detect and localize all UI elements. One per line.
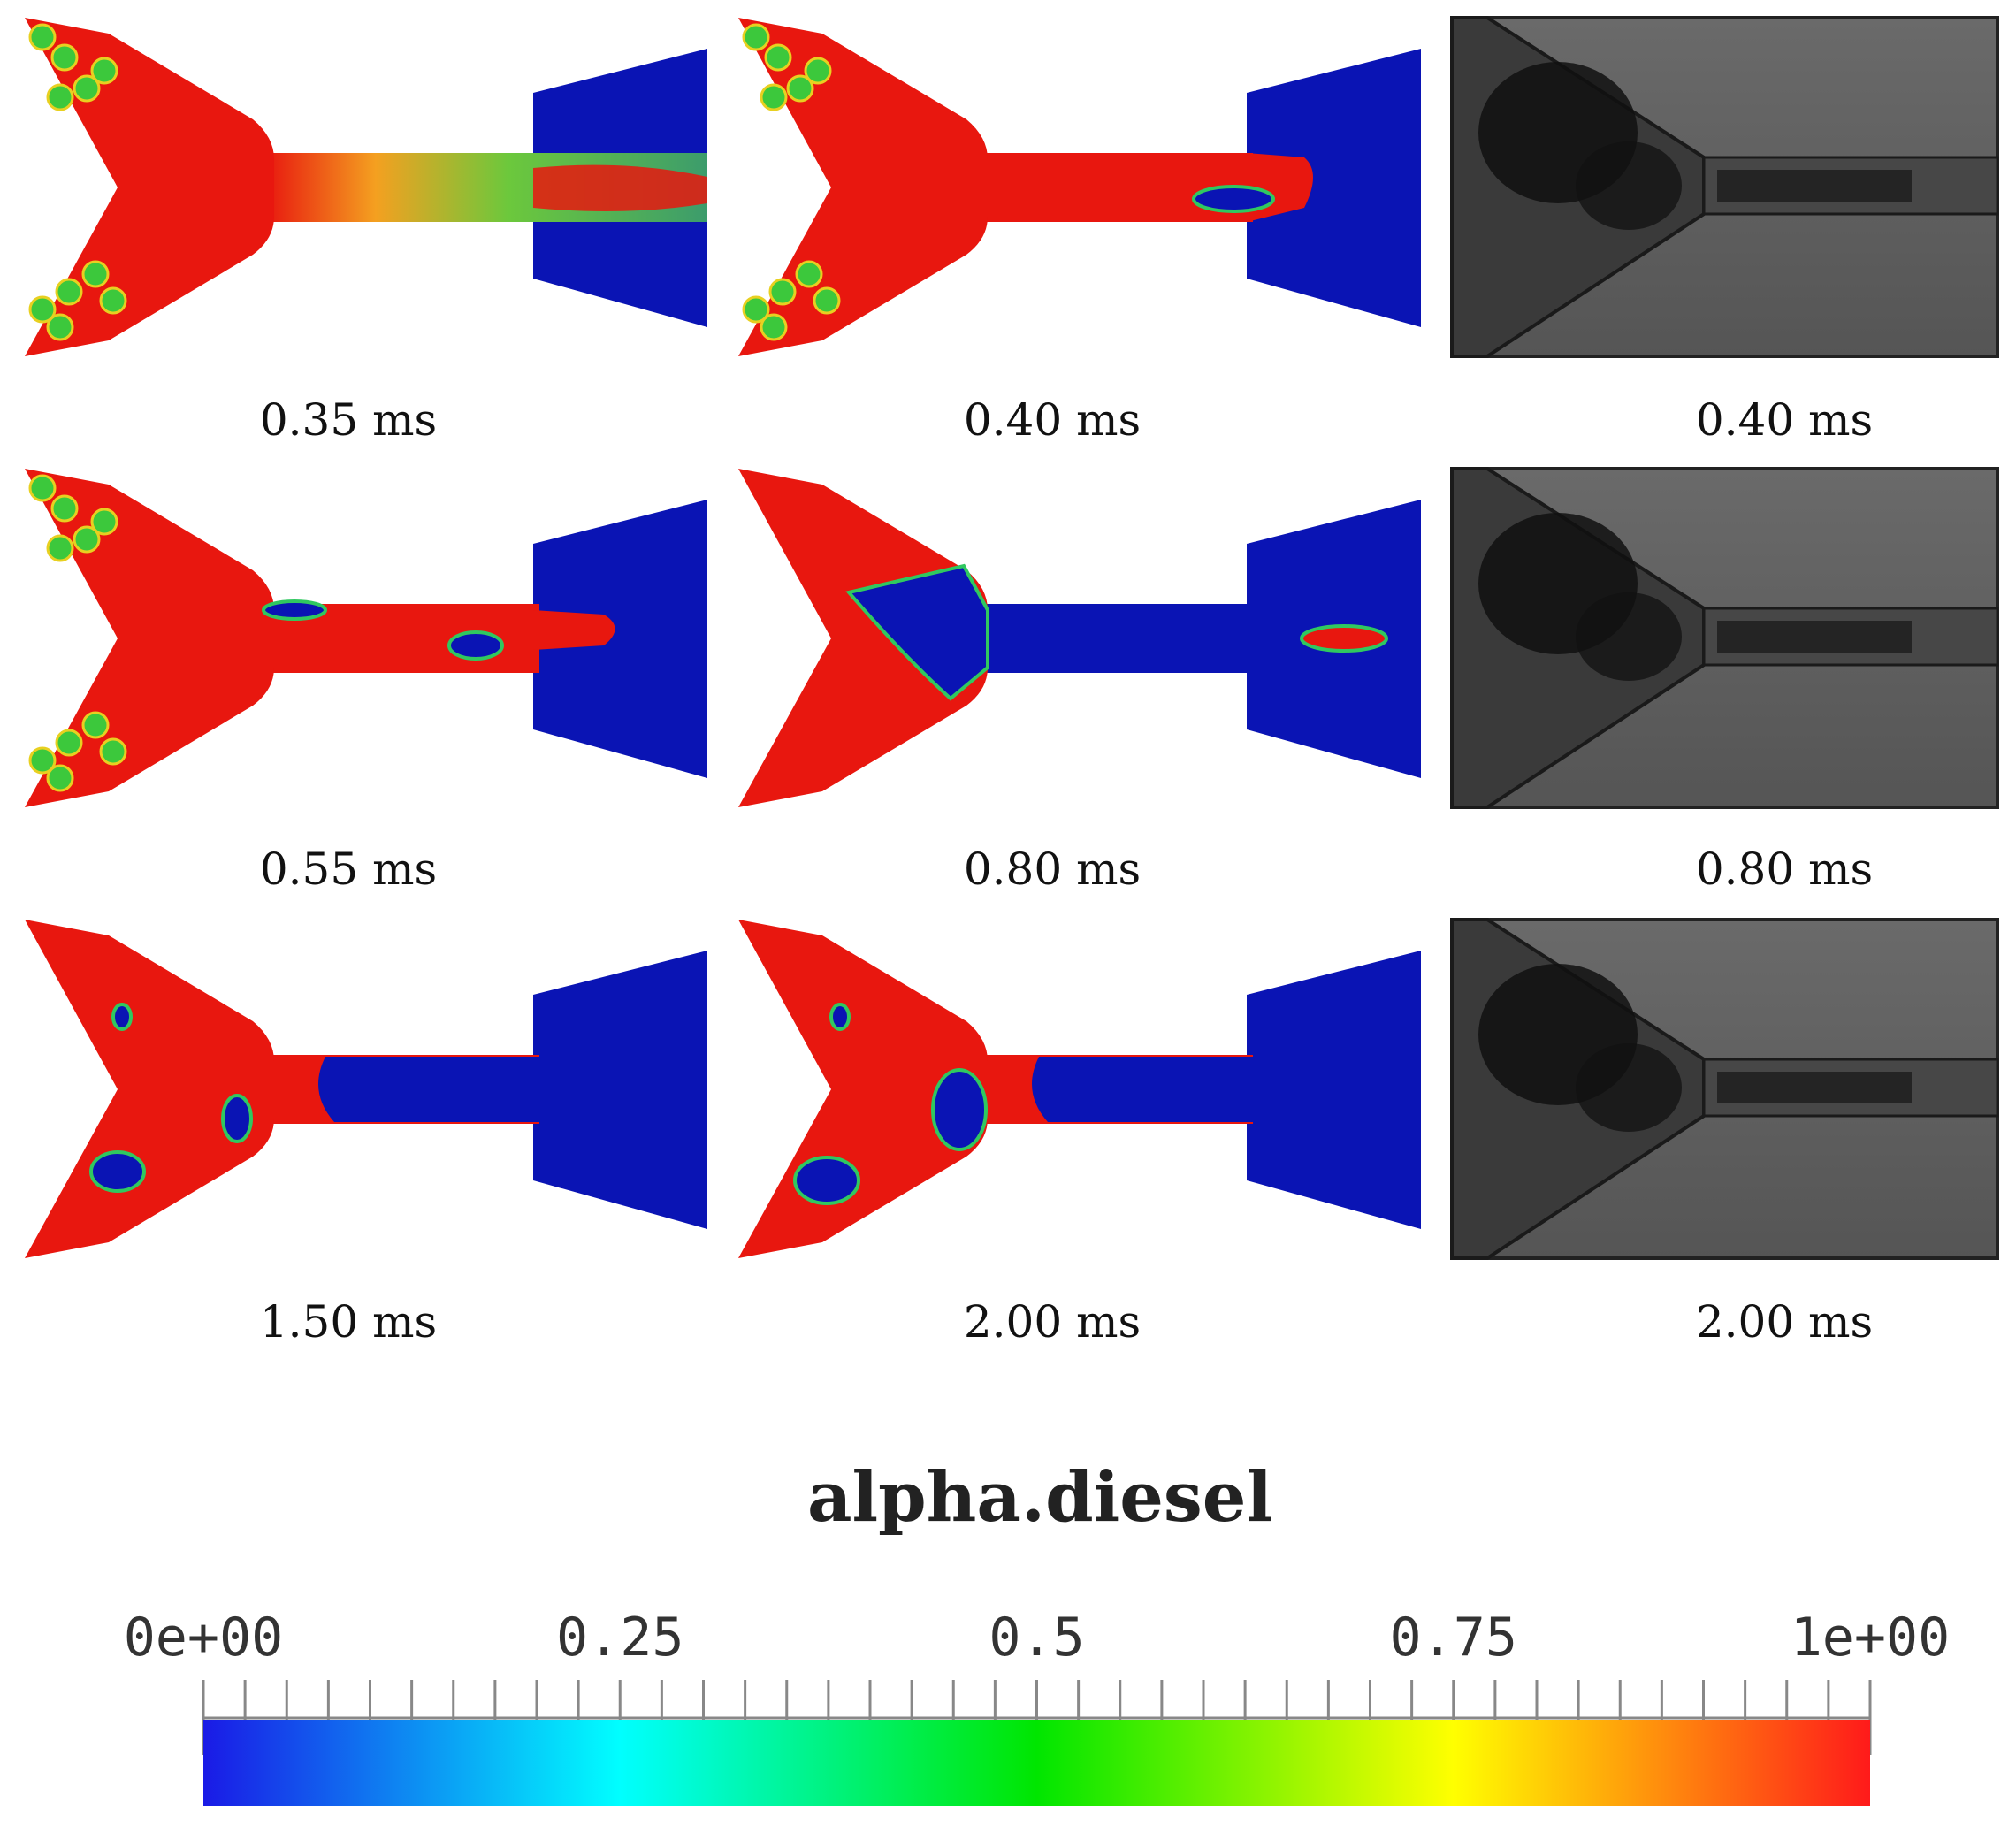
liquid-jet — [533, 610, 615, 650]
panel-r2-c0 — [25, 920, 707, 1258]
mixed-region — [50, 494, 79, 523]
mixed-region — [786, 74, 814, 103]
mixed-region — [81, 711, 110, 739]
vapor-bubble — [111, 1003, 133, 1031]
mixed-region — [742, 23, 770, 51]
photo-orifice-cavitation — [1717, 170, 1912, 202]
panel-r1-c0 — [25, 469, 707, 807]
vapor-bubble — [262, 599, 327, 621]
time-label-r0-c1: 0.40 ms — [964, 394, 1141, 446]
mixed-region — [813, 286, 841, 315]
outlet-chamber — [1247, 49, 1421, 327]
mixed-region — [795, 260, 823, 288]
mixed-region — [73, 74, 101, 103]
mixed-region — [804, 57, 832, 85]
mixed-region — [73, 525, 101, 554]
mixed-region — [28, 746, 57, 775]
outlet-chamber — [1247, 951, 1421, 1229]
vapor-bubble — [829, 1003, 851, 1031]
mixed-region — [28, 474, 57, 502]
mixed-region — [46, 83, 74, 111]
colorbar-tick-label: 1e+00 — [1791, 1607, 1951, 1668]
time-label-r0-c2: 0.40 ms — [1696, 394, 1873, 446]
mixed-region — [90, 508, 118, 536]
colorbar-tick-label: 0.5 — [989, 1607, 1084, 1668]
photo-orifice-cavitation — [1717, 1072, 1912, 1103]
time-label-r2-c1: 2.00 ms — [964, 1296, 1141, 1348]
photo-orifice-cavitation — [1717, 621, 1912, 653]
mixed-region — [742, 295, 770, 324]
panel-r0-c2 — [1450, 16, 1999, 358]
orifice-channel — [979, 604, 1253, 673]
orifice-vapor-core — [1032, 1057, 1253, 1122]
vapor-bubble — [89, 1150, 146, 1193]
photo-cavitation-dark — [1576, 1043, 1682, 1132]
mixed-region — [50, 43, 79, 72]
mixed-region — [28, 295, 57, 324]
mixed-region — [55, 278, 83, 306]
mixed-region — [46, 313, 74, 341]
colorbar-tick-label: 0e+00 — [124, 1607, 284, 1668]
vapor-bubble — [1192, 185, 1275, 213]
colorbar-tick-label: 0.25 — [556, 1607, 684, 1668]
time-label-r1-c0: 0.55 ms — [260, 844, 437, 895]
orifice-vapor-core — [318, 1057, 539, 1122]
panel-grid — [25, 16, 1999, 1260]
mixed-region — [764, 43, 792, 72]
colorbar-title: alpha.diesel — [807, 1457, 1272, 1538]
inlet-chamber — [738, 469, 988, 807]
liquid-droplet — [1300, 624, 1388, 653]
inlet-chamber — [25, 920, 274, 1258]
mixed-region — [760, 313, 788, 341]
panel-r2-c2 — [1450, 918, 1999, 1260]
panel-r1-c1 — [738, 469, 1421, 807]
vapor-bubble — [931, 1068, 988, 1151]
panel-r0-c0 — [25, 18, 707, 356]
orifice-channel — [979, 153, 1253, 222]
vapor-bubble — [793, 1156, 860, 1205]
time-label-r2-c2: 2.00 ms — [1696, 1296, 1873, 1348]
spray-jet — [533, 164, 707, 211]
time-label-r0-c0: 0.35 ms — [260, 394, 437, 446]
panel-r2-c1 — [738, 920, 1421, 1258]
mixed-region — [99, 737, 127, 766]
photo-cavitation-dark — [1576, 592, 1682, 681]
mixed-region — [768, 278, 797, 306]
mixed-region — [81, 260, 110, 288]
photo-cavitation-dark — [1576, 141, 1682, 230]
time-label-r2-c0: 1.50 ms — [260, 1296, 437, 1348]
time-label-r1-c1: 0.80 ms — [964, 844, 1141, 895]
colorbar-tick-label: 0.75 — [1390, 1607, 1518, 1668]
colorbar-tick-labels: 0e+00 0.25 0.5 0.75 1e+00 — [124, 1607, 1951, 1668]
panel-r0-c1 — [738, 18, 1421, 356]
mixed-region — [90, 57, 118, 85]
vapor-bubble — [447, 630, 504, 661]
mixed-region — [55, 729, 83, 757]
vapor-bubble — [221, 1094, 253, 1143]
inlet-vapor-region — [845, 563, 989, 701]
outlet-chamber — [533, 951, 707, 1229]
time-labels: 0.35 ms 0.40 ms 0.40 ms 0.55 ms 0.80 ms … — [260, 394, 1873, 1348]
colorbar-ticks — [202, 1680, 1872, 1755]
mixed-region — [28, 23, 57, 51]
time-label-r1-c2: 0.80 ms — [1696, 844, 1873, 895]
mixed-region — [99, 286, 127, 315]
mixed-region — [46, 764, 74, 792]
panel-r1-c2 — [1450, 467, 1999, 809]
outlet-chamber — [533, 500, 707, 778]
mixed-region — [46, 534, 74, 562]
mixed-region — [760, 83, 788, 111]
colorbar — [203, 1720, 1870, 1806]
